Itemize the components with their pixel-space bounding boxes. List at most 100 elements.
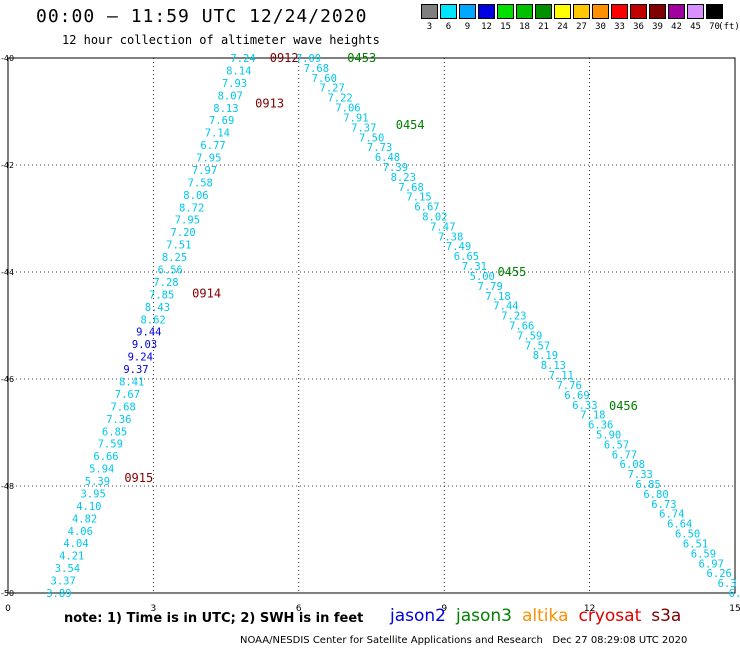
wave-height-value: 7.06	[335, 103, 360, 115]
wave-height-value: 6.	[729, 588, 740, 600]
legend-label: 33	[614, 22, 625, 32]
legend-swatch	[611, 4, 628, 19]
wave-height-value: 3.54	[55, 563, 80, 575]
wave-height-value: 7.09	[296, 53, 321, 65]
wave-height-value: 7.67	[115, 389, 140, 401]
wave-height-value: 8.02	[422, 212, 447, 224]
wave-height-value: 6.77	[200, 140, 225, 152]
wave-height-value: 7.95	[196, 153, 221, 165]
wave-height-value: 6.66	[93, 451, 118, 463]
longitude-tick-label: 15	[729, 604, 740, 614]
wave-height-value: 8.14	[226, 65, 251, 77]
wave-height-value: 8.25	[162, 252, 187, 264]
longitude-tick-label: 12	[584, 604, 595, 614]
wave-height-value: 7.50	[359, 132, 384, 144]
wave-height-value: 7.38	[438, 231, 463, 243]
wave-height-value: 9.37	[123, 364, 148, 376]
satellite-legend: jason2 jason3 altika cryosat s3a	[390, 606, 691, 626]
latitude-tick-label: -50	[1, 589, 14, 598]
wave-height-value: 7.76	[556, 380, 581, 392]
pass-time-label: 0454	[396, 118, 425, 132]
wave-height-value: 7.60	[312, 73, 337, 85]
wave-height-value: 7.33	[628, 469, 653, 481]
legend-swatch	[687, 4, 704, 19]
longitude-tick-label: 3	[151, 604, 157, 614]
wave-height-value: 8.13	[541, 360, 566, 372]
satellite-label: s3a	[651, 606, 682, 626]
legend-swatch	[630, 4, 647, 19]
wave-height-value: 6.65	[454, 251, 479, 263]
satellite-label: cryosat	[578, 606, 642, 626]
legend-label: 42	[671, 22, 682, 32]
wave-height-value: 7.22	[327, 93, 352, 105]
wave-height-value: 7.97	[192, 165, 217, 177]
wave-height-value: 6.48	[375, 152, 400, 164]
satellite-label: jason3	[456, 606, 512, 626]
pass-time-label: 0914	[192, 286, 221, 300]
wave-height-value: 5.00	[470, 271, 495, 283]
wave-height-value: 6.77	[612, 449, 637, 461]
legend-unit: (ft)	[718, 22, 740, 32]
wave-height-value: 7.24	[230, 53, 255, 65]
wave-height-value: 4.06	[68, 526, 93, 538]
wave-height-value: 6.26	[707, 568, 732, 580]
wave-height-value: 7.73	[367, 142, 392, 154]
legend-label: 12	[481, 22, 492, 32]
wave-height-value: 7.59	[517, 330, 542, 342]
pass-time-label: 0912	[270, 51, 299, 65]
longitude-tick-label: 9	[441, 604, 447, 614]
wave-height-value: 7.58	[188, 177, 213, 189]
wave-height-value: 4.82	[72, 513, 97, 525]
wave-height-value: 7.27	[320, 83, 345, 95]
legend-label: 36	[633, 22, 644, 32]
wave-height-value: 4.10	[76, 501, 101, 513]
longitude-tick-label: 0	[5, 604, 11, 614]
wave-height-value: 7.18	[580, 410, 605, 422]
wave-height-value: 7.57	[525, 340, 550, 352]
wave-height-value: 6.59	[691, 548, 716, 560]
pass-time-label: 0456	[609, 399, 638, 413]
legend-swatch	[440, 4, 457, 19]
wave-height-value: 7.91	[343, 112, 368, 124]
wave-height-value: 7.37	[351, 122, 376, 134]
wave-height-value: 8.23	[391, 172, 416, 184]
wave-height-value: 8.72	[179, 202, 204, 214]
wave-height-value: 6.33	[572, 400, 597, 412]
legend-swatch	[668, 4, 685, 19]
wave-height-value: 9.24	[128, 352, 153, 364]
wave-height-value: 6.85	[635, 479, 660, 491]
wave-height-value: 7.66	[509, 321, 534, 333]
legend-swatch	[706, 4, 723, 19]
wave-height-value: 5.39	[85, 476, 110, 488]
wave-height-value: 6.97	[699, 558, 724, 570]
wave-height-value: 8.43	[145, 302, 170, 314]
legend-label: 45	[690, 22, 701, 32]
legend-label: 3	[426, 22, 433, 32]
wave-height-value: 6.36	[588, 420, 613, 432]
wave-height-value: 7.36	[106, 414, 131, 426]
pass-time-label: 0455	[498, 265, 527, 279]
pass-time-label: 0453	[347, 51, 376, 65]
credit-line: NOAA/NESDIS Center for Satellite Applica…	[240, 635, 688, 646]
wave-height-value: 8.07	[218, 90, 243, 102]
wave-height-value: 6.69	[564, 390, 589, 402]
wave-height-value: 6.73	[651, 499, 676, 511]
legend-swatch	[497, 4, 514, 19]
wave-height-value: 6.51	[683, 538, 708, 550]
wave-height-value: 8.13	[213, 103, 238, 115]
wave-height-value: 7.93	[222, 78, 247, 90]
wave-height-value: 7.14	[205, 128, 230, 140]
latitude-tick-label: -48	[1, 482, 14, 491]
latitude-tick-label: -42	[1, 161, 14, 170]
legend-swatch	[459, 4, 476, 19]
wave-height-value: 6.80	[643, 489, 668, 501]
note-text: note: 1) Time is in UTC; 2) SWH is in fe…	[64, 611, 364, 626]
legend-label: 39	[652, 22, 663, 32]
wave-height-value: 7.23	[501, 311, 526, 323]
wave-height-value: 9.44	[136, 327, 161, 339]
latitude-tick-label: -40	[1, 54, 14, 63]
legend-swatch	[478, 4, 495, 19]
wave-height-value: 6.64	[667, 519, 692, 531]
